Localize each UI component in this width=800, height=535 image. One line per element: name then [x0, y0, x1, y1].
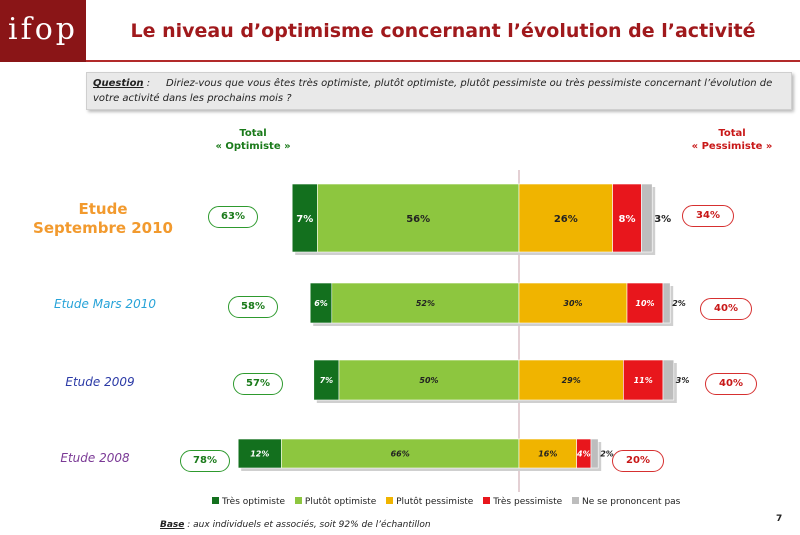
- total-pessimiste-pill: 20%: [612, 450, 664, 472]
- legend-label: Plutôt pessimiste: [396, 497, 474, 507]
- bar-segment: [331, 282, 520, 324]
- legend-label: Ne se prononcent pas: [582, 497, 681, 507]
- bar-value-label: 7%: [320, 376, 334, 385]
- bar-value-label: 3%: [654, 214, 671, 225]
- question-text: Diriez-vous que vous êtes très optimiste…: [93, 78, 773, 104]
- bar-segment: [317, 183, 520, 253]
- legend-item: Très pessimiste: [483, 497, 562, 507]
- page-number: 7: [776, 514, 783, 524]
- bar-value-label: 6%: [314, 299, 328, 308]
- bar-segment: [281, 438, 520, 469]
- bar-segment: [662, 359, 675, 401]
- bar-segment: [518, 282, 628, 324]
- bar-segment: [338, 359, 520, 401]
- total-pessimiste-header: Total « Pessimiste »: [691, 128, 773, 152]
- bar-value-label: 11%: [634, 376, 653, 385]
- base-label: Base: [160, 520, 185, 530]
- base-note: Base : aux individuels et associés, soit…: [160, 520, 431, 530]
- total-pessimiste-pill: 34%: [682, 205, 734, 227]
- bar-value-label: 4%: [576, 450, 591, 459]
- bar-value-label: 10%: [635, 299, 654, 308]
- bar-segment: [237, 438, 282, 469]
- ifop-logo: ifop: [0, 0, 86, 62]
- title-divider: [86, 60, 800, 62]
- total-optimiste-header: Total « Optimiste »: [215, 128, 291, 152]
- bar-value-label: 66%: [391, 450, 410, 459]
- bar-segment: [626, 282, 664, 324]
- study-label-mars-2010: Etude Mars 2010: [54, 297, 156, 311]
- legend-item: Plutôt pessimiste: [386, 497, 473, 507]
- bar-value-label: 52%: [416, 299, 435, 308]
- bar-value-label: 12%: [250, 450, 269, 459]
- bar-segment: [612, 183, 642, 253]
- bar-value-label: 3%: [676, 376, 690, 385]
- total-optimiste-pill: 58%: [228, 296, 278, 318]
- legend-swatch-tres-pessimiste: [483, 497, 491, 504]
- legend-item: Très optimiste: [212, 497, 285, 507]
- legend-label: Très pessimiste: [493, 497, 563, 507]
- legend-label: Plutôt optimiste: [304, 497, 377, 507]
- question-separator: :: [143, 78, 167, 89]
- bar-value-label: 29%: [562, 376, 581, 385]
- total-optimiste-pill: 78%: [180, 450, 230, 472]
- bar-segment: [313, 359, 340, 401]
- bar-value-label: 30%: [563, 299, 582, 308]
- legend-swatch-tres-optimiste: [212, 497, 219, 504]
- legend-label: Très optimiste: [222, 497, 286, 507]
- bar-segment: [518, 438, 577, 469]
- question-label: Question: [93, 78, 144, 89]
- bar-segment: [641, 183, 653, 253]
- bar-value-label: 26%: [554, 214, 578, 225]
- bar-value-label: 2%: [672, 299, 686, 308]
- bar-value-label: 2%: [600, 450, 614, 459]
- legend-swatch-plutot-optimiste: [294, 497, 302, 504]
- study-label-2009: Etude 2009: [65, 375, 135, 389]
- legend-swatch-plutot-pessimiste: [386, 497, 394, 504]
- bar-value-label: 56%: [406, 214, 430, 225]
- study-label-2008: Etude 2008: [60, 451, 130, 465]
- bar-segment: [623, 359, 664, 401]
- logo-text: ifop: [8, 12, 78, 47]
- bar-segment: [662, 282, 671, 324]
- bar-value-label: 16%: [538, 450, 557, 459]
- legend-item: Ne se prononcent pas: [572, 497, 680, 507]
- chart-legend: Très optimiste Plutôt optimiste Plutôt p…: [212, 497, 687, 507]
- total-pessimiste-pill: 40%: [700, 298, 752, 320]
- bar-value-label: 7%: [296, 214, 313, 225]
- legend-swatch-nsp: [572, 497, 580, 504]
- bar-segment: [518, 183, 613, 253]
- base-text: : aux individuels et associés, soit 92% …: [184, 520, 431, 530]
- question-box: Question : Diriez-vous que vous êtes trè…: [86, 72, 792, 110]
- total-optimiste-pill: 63%: [208, 206, 258, 228]
- bar-segment: [590, 438, 599, 469]
- bar-segment: [291, 183, 318, 253]
- study-label-sept-2010: Etude Septembre 2010: [33, 200, 173, 237]
- bar-segment: [518, 359, 624, 401]
- bar-value-label: 8%: [619, 214, 636, 225]
- bar-value-label: 50%: [419, 376, 438, 385]
- legend-item: Plutôt optimiste: [294, 497, 377, 507]
- page-title: Le niveau d’optimisme concernant l’évolu…: [130, 20, 756, 42]
- total-pessimiste-pill: 40%: [705, 373, 757, 395]
- total-optimiste-pill: 57%: [233, 373, 283, 395]
